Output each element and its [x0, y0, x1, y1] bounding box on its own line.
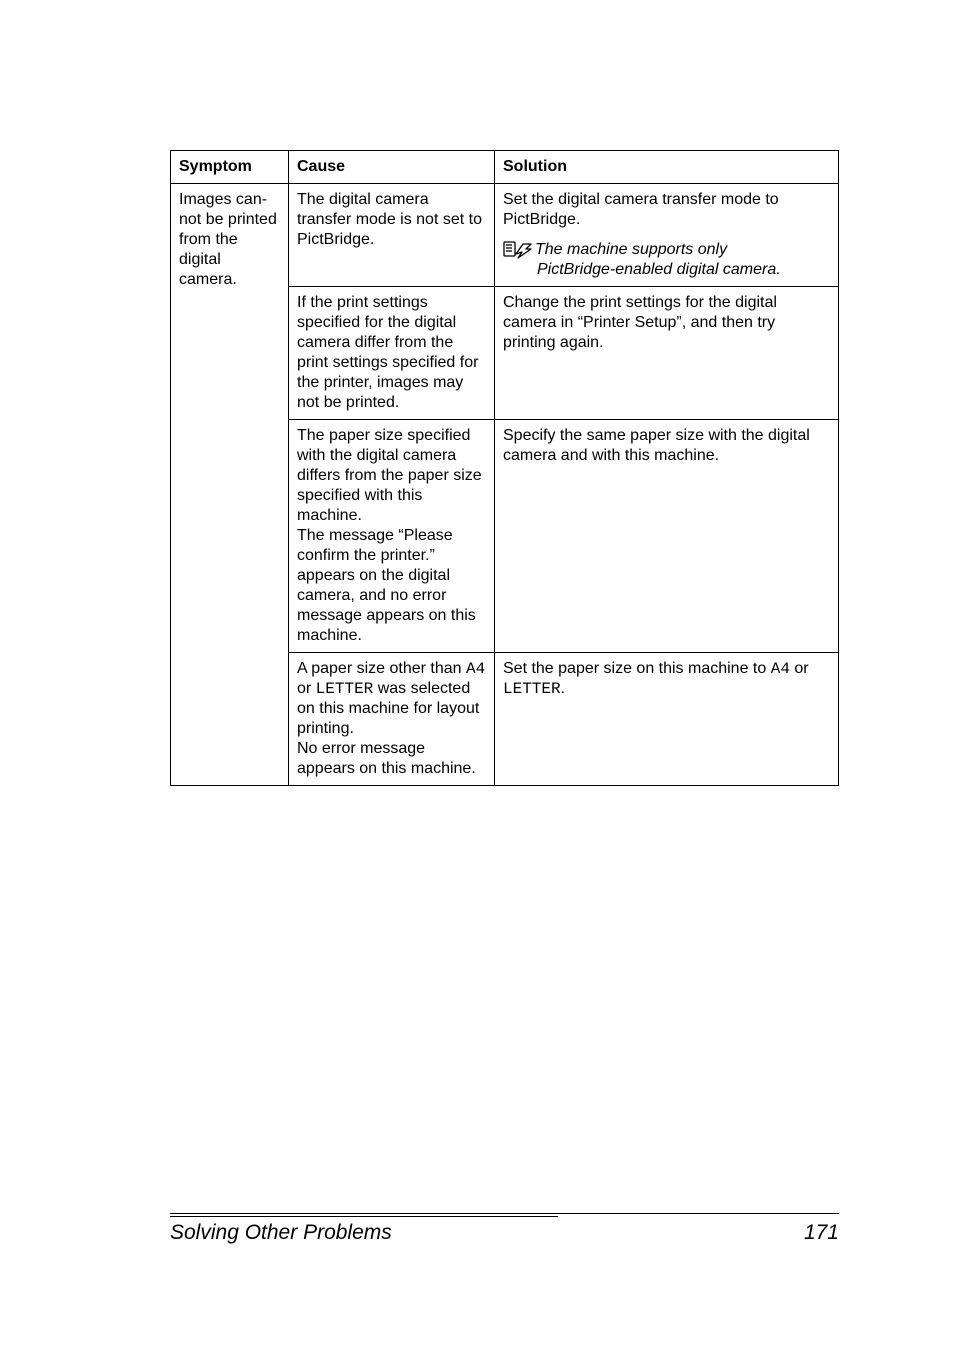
footer-page-number: 171 [804, 1221, 839, 1245]
note-line1: The machine supports only [535, 241, 727, 258]
footer-title: Solving Other Problems [170, 1221, 392, 1245]
note-line2: PictBridge-enabled digital camera. [503, 260, 830, 280]
note-block: The machine supports only PictBridge-ena… [503, 240, 830, 280]
solution-mono-letter: LETTER [503, 680, 561, 698]
footer-rule [170, 1213, 839, 1217]
solution-cell: Set the digital camera transfer mode to … [495, 184, 839, 287]
cause-cell: The digital camera transfer mode is not … [289, 184, 495, 287]
footer-row: Solving Other Problems 171 [170, 1221, 839, 1245]
solution-text-pre: Set the paper size on this machine to [503, 660, 771, 677]
cause-mono-a4: A4 [466, 660, 485, 678]
cause-cell: If the print settings specified for the … [289, 287, 495, 420]
solution-text-post: . [561, 680, 565, 697]
solution-text-mid: or [790, 660, 809, 677]
symptom-cell: Images can­not be printed from the digit… [171, 184, 289, 786]
footer-rule-inner [170, 1216, 558, 1217]
page-container: Symptom Cause Solution Images can­not be… [0, 0, 954, 1350]
page-footer: Solving Other Problems 171 [170, 1213, 839, 1245]
cause-cell: The paper size speci­fied with the digit… [289, 420, 495, 653]
header-symptom: Symptom [171, 151, 289, 184]
cause-cell: A paper size other than A4 or LETTER was… [289, 653, 495, 786]
solution-cell: Set the paper size on this machine to A4… [495, 653, 839, 786]
solution-cell: Specify the same paper size with the dig… [495, 420, 839, 653]
cause-mono-letter: LETTER [316, 680, 374, 698]
table-row: Images can­not be printed from the digit… [171, 184, 839, 287]
cause-text-mid: or [297, 680, 316, 697]
header-solution: Solution [495, 151, 839, 184]
troubleshoot-table: Symptom Cause Solution Images can­not be… [170, 150, 839, 786]
table-header-row: Symptom Cause Solution [171, 151, 839, 184]
note-icon [503, 240, 533, 260]
cause-text-pre: A paper size other than [297, 660, 466, 677]
solution-mono-a4: A4 [771, 660, 790, 678]
solution-cell: Change the print settings for the digita… [495, 287, 839, 420]
header-cause: Cause [289, 151, 495, 184]
solution-lead: Set the digital camera transfer mode to … [503, 191, 779, 228]
